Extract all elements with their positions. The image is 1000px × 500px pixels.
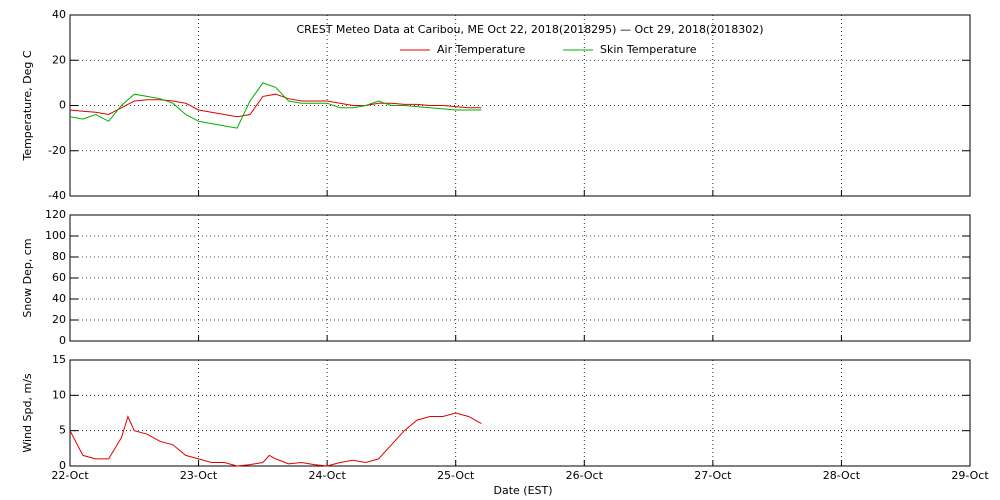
y-tick-label: 5	[59, 424, 66, 437]
x-tick-label: 25-Oct	[437, 469, 475, 482]
x-tick-label: 23-Oct	[180, 469, 218, 482]
plot-frame	[69, 359, 971, 467]
y-axis-title: Wind Spd, m/s	[21, 373, 34, 453]
data-line	[69, 82, 482, 129]
x-axis-title: Date (EST)	[493, 484, 552, 497]
x-tick-label: 26-Oct	[566, 469, 604, 482]
y-tick-label: 20	[52, 313, 66, 326]
y-tick-label: 80	[52, 250, 66, 263]
x-tick-label: 27-Oct	[694, 469, 732, 482]
y-tick-label: 10	[52, 388, 66, 401]
y-tick-label: 100	[45, 229, 66, 242]
y-axis-title: Snow Dep, cm	[21, 238, 34, 317]
x-tick-label: 29-Oct	[951, 469, 989, 482]
y-tick-label: 60	[52, 271, 66, 284]
x-tick-label: 24-Oct	[308, 469, 346, 482]
y-tick-label: 0	[59, 99, 66, 112]
y-axis-title: Temperature, Deg C	[21, 50, 34, 161]
y-tick-label: -40	[48, 189, 66, 202]
y-tick-label: 40	[52, 292, 66, 305]
y-tick-label: 0	[59, 334, 66, 347]
x-tick-label: 28-Oct	[823, 469, 861, 482]
y-tick-label: 120	[45, 208, 66, 221]
y-tick-label: -20	[48, 144, 66, 157]
x-tick-label: 22-Oct	[51, 469, 89, 482]
y-tick-label: 15	[52, 353, 66, 366]
data-line	[69, 412, 482, 467]
legend-label: Skin Temperature	[600, 43, 697, 56]
data-line	[69, 93, 482, 118]
y-tick-label: 20	[52, 53, 66, 66]
y-tick-label: 40	[52, 8, 66, 21]
chart-title: CREST Meteo Data at Caribou, ME Oct 22, …	[296, 23, 763, 36]
y-tick-label: 0	[59, 459, 66, 472]
legend-label: Air Temperature	[437, 43, 526, 56]
